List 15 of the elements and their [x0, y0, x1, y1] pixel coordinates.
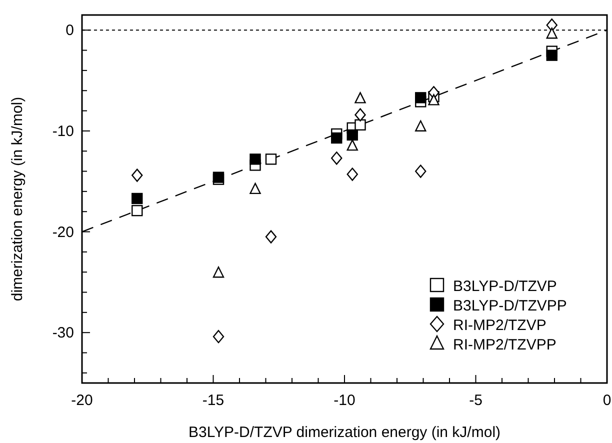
- x-tick-label: -10: [334, 392, 356, 409]
- y-tick-label: 0: [66, 22, 74, 40]
- y-axis-title: dimerization energy (in kJ/mol): [9, 96, 26, 302]
- y-tick-label: -30: [52, 324, 74, 342]
- y-tick-label: -20: [52, 224, 74, 241]
- legend-label: RI-MP2/TZVPP: [453, 336, 556, 354]
- x-tick-label: 0: [602, 392, 612, 409]
- legend-label: RI-MP2/TZVP: [453, 317, 546, 334]
- x-axis-title: B3LYP-D/TZVP dimerization energy (in kJ/mol): [188, 424, 501, 441]
- x-tick-label: -15: [202, 392, 224, 409]
- x-tick-label: -5: [469, 392, 482, 409]
- x-tick-label: -20: [71, 392, 93, 409]
- legend-label: B3LYP-D/TZVP: [453, 278, 557, 295]
- y-tick-label: -10: [52, 122, 74, 140]
- legend-label: B3LYP-D/TZVPP: [453, 298, 567, 314]
